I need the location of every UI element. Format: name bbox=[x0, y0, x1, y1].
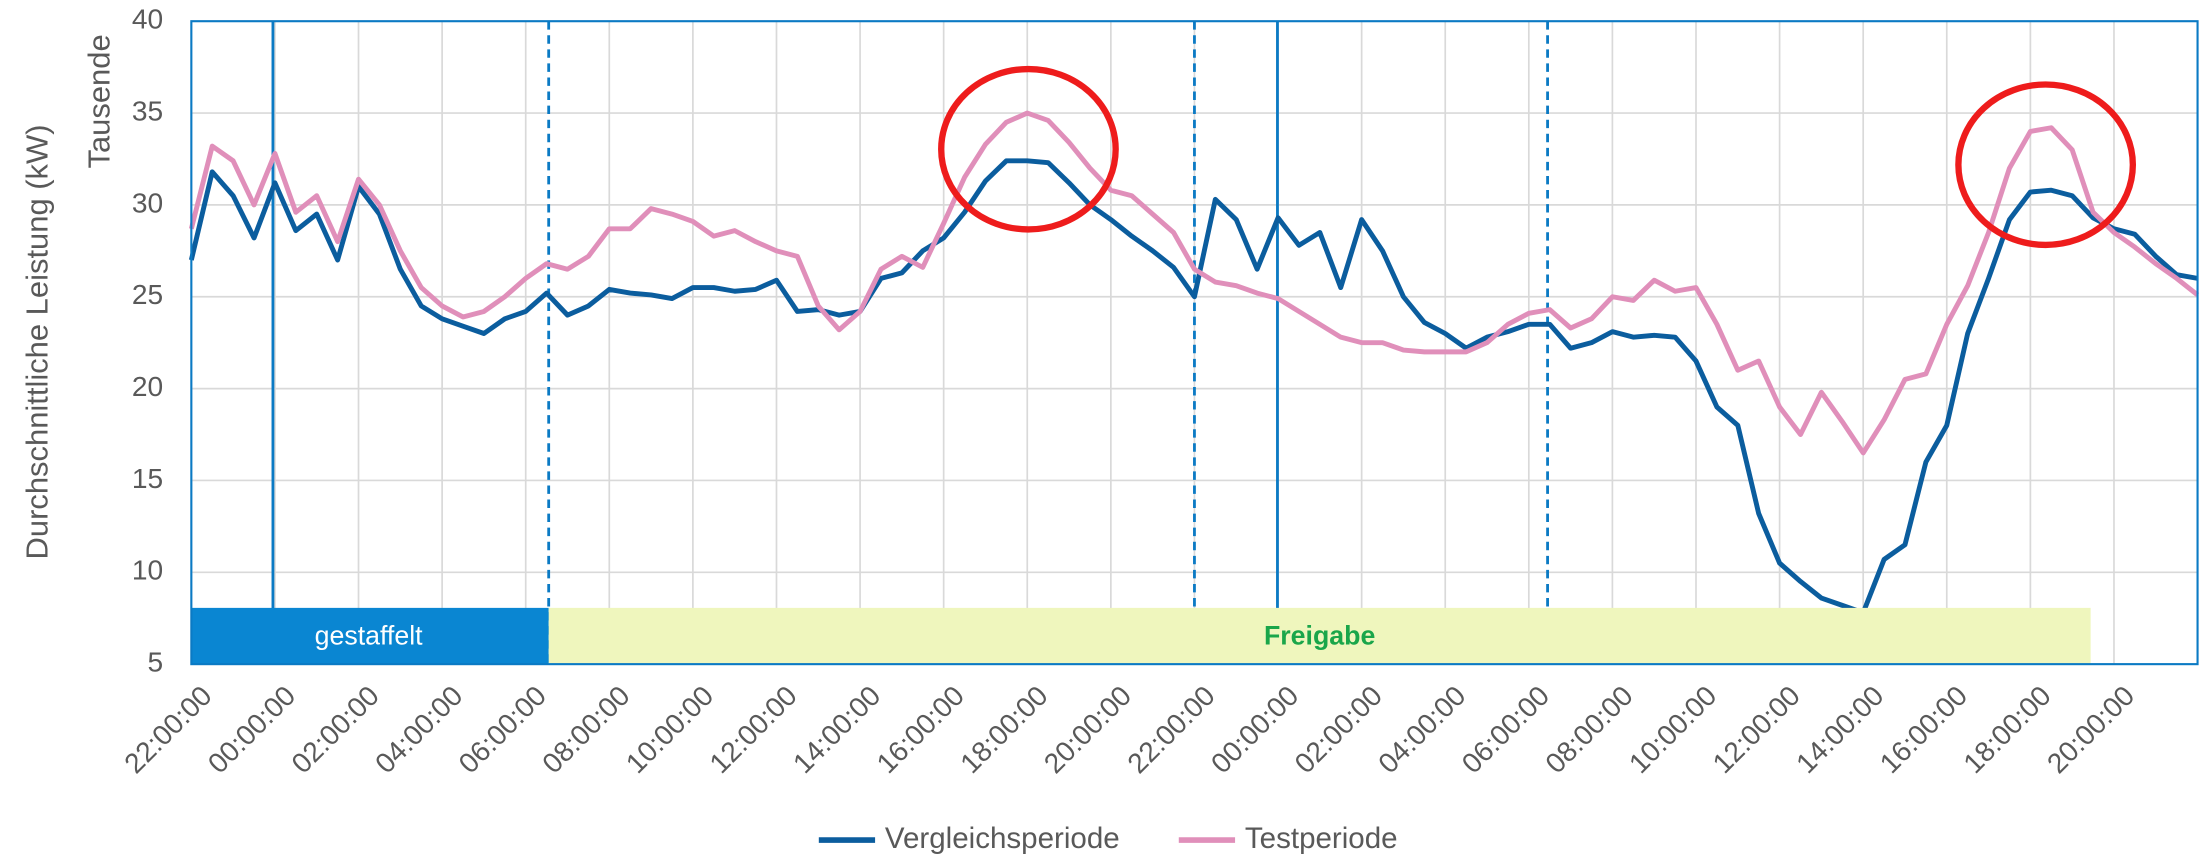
x-tick-label: 10:00:00 bbox=[620, 680, 719, 779]
x-tick-label: 14:00:00 bbox=[787, 680, 886, 779]
highlight-circle bbox=[1955, 81, 2137, 249]
x-tick-label: 10:00:00 bbox=[1623, 680, 1722, 779]
x-tick-label: 22:00:00 bbox=[1121, 680, 1220, 779]
x-tick-label: 16:00:00 bbox=[1874, 680, 1973, 779]
x-tick-label: 06:00:00 bbox=[453, 680, 552, 779]
x-tick-label: 12:00:00 bbox=[1707, 680, 1806, 779]
y-tick-label: 35 bbox=[132, 95, 163, 126]
x-tick-label: 14:00:00 bbox=[1790, 680, 1889, 779]
x-tick-label: 18:00:00 bbox=[954, 680, 1053, 779]
y-axis-unit: Tausende bbox=[81, 34, 116, 168]
band-label: Freigabe bbox=[1264, 620, 1375, 650]
x-tick-label: 02:00:00 bbox=[286, 680, 385, 779]
y-tick-label: 40 bbox=[132, 4, 163, 35]
x-tick-label: 16:00:00 bbox=[871, 680, 970, 779]
x-tick-label: 20:00:00 bbox=[2041, 680, 2140, 779]
grid bbox=[190, 20, 2198, 665]
x-tick-label: 00:00:00 bbox=[202, 680, 301, 779]
reference-lines bbox=[271, 21, 1549, 665]
y-tick-label: 30 bbox=[132, 187, 163, 218]
y-tick-label: 15 bbox=[132, 463, 163, 494]
highlight-circle bbox=[938, 65, 1119, 233]
x-tick-label: 08:00:00 bbox=[536, 680, 635, 779]
legend-label: Testperiode bbox=[1245, 822, 1398, 855]
y-tick-label: 20 bbox=[132, 371, 163, 402]
x-tick-label: 20:00:00 bbox=[1038, 680, 1137, 779]
phase-band bbox=[548, 607, 2091, 665]
y-tick-label: 5 bbox=[148, 647, 164, 678]
plot-border bbox=[190, 20, 2199, 666]
series-line bbox=[188, 110, 2200, 456]
x-tick-label: 18:00:00 bbox=[1957, 680, 2056, 779]
y-axis-title: Durchschnittliche Leistung (kW) bbox=[20, 124, 55, 559]
x-tick-label: 12:00:00 bbox=[704, 680, 803, 779]
x-tick-label: 08:00:00 bbox=[1539, 680, 1638, 779]
x-tick-label: 22:00:00 bbox=[118, 680, 217, 779]
legend-label: Vergleichsperiode bbox=[885, 822, 1120, 855]
y-tick-label: 10 bbox=[132, 555, 163, 586]
x-tick-label: 00:00:00 bbox=[1205, 680, 1304, 779]
x-tick-label: 06:00:00 bbox=[1456, 680, 1555, 779]
y-tick-label: 25 bbox=[132, 279, 163, 310]
x-tick-label: 04:00:00 bbox=[369, 680, 468, 779]
x-tick-label: 02:00:00 bbox=[1289, 680, 1388, 779]
band-label: gestaffelt bbox=[315, 620, 424, 650]
x-tick-label: 04:00:00 bbox=[1372, 680, 1471, 779]
phase-band bbox=[191, 607, 549, 665]
